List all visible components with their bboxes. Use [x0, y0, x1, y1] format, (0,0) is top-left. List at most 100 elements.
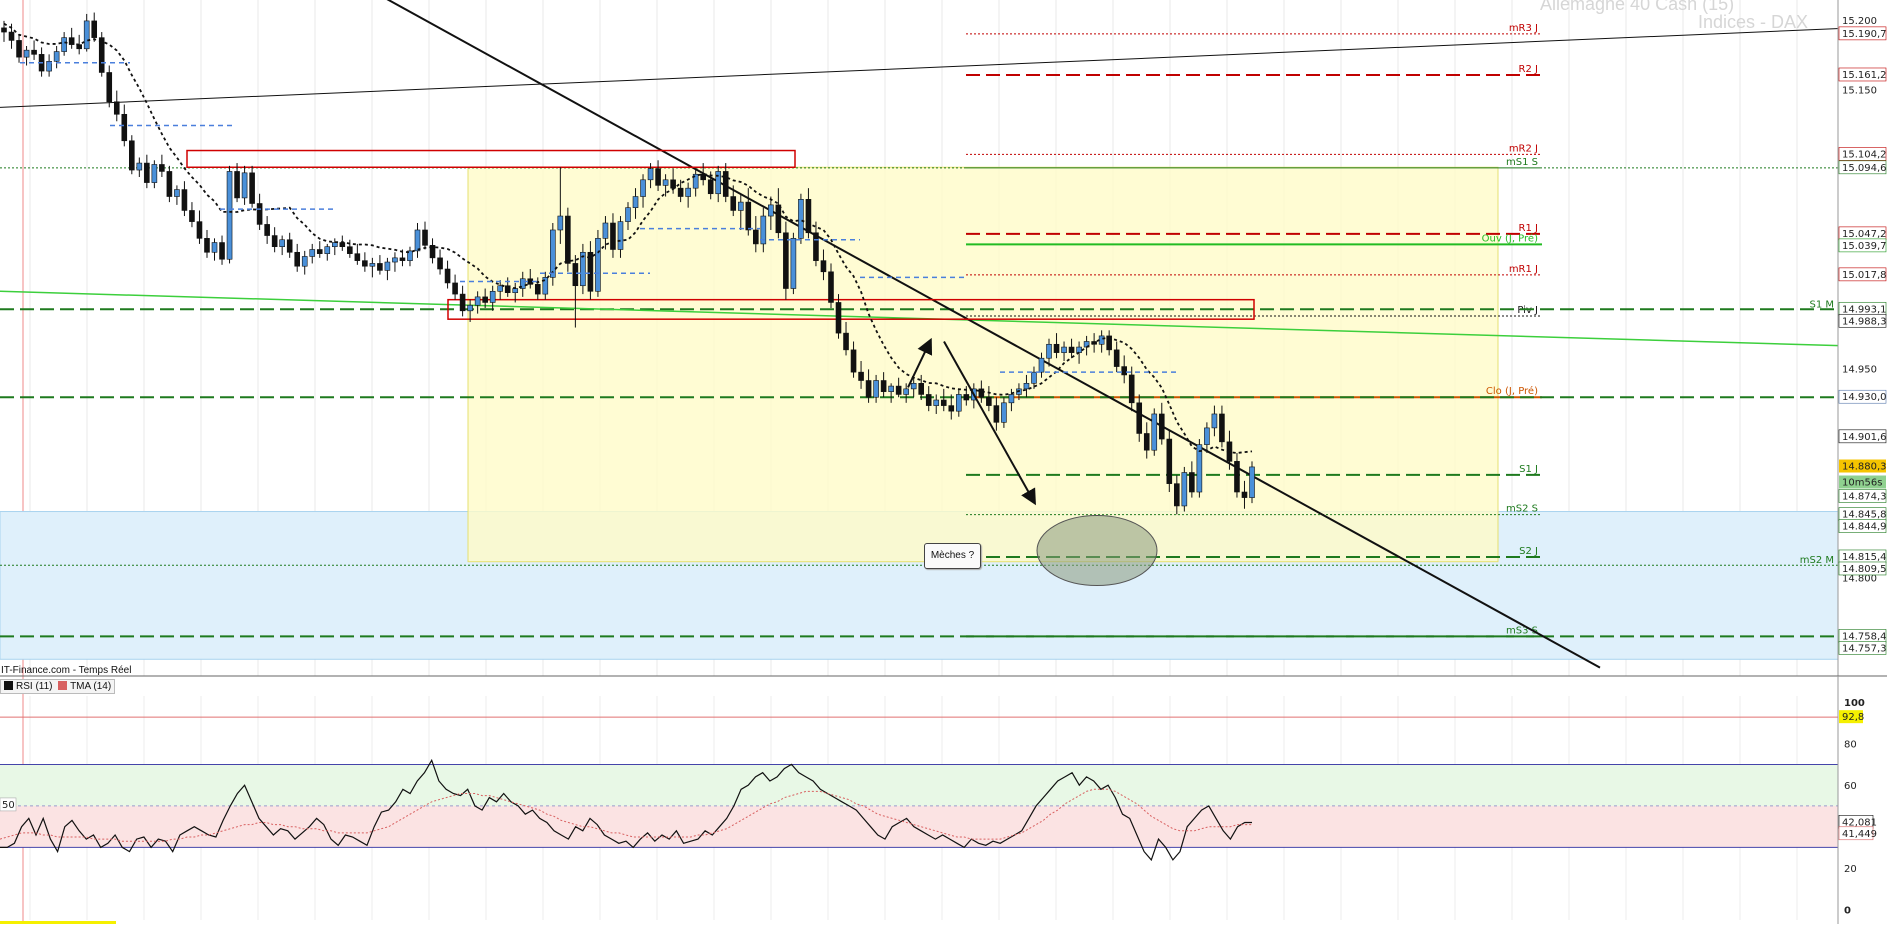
price-tag-box-8 — [1838, 313, 1887, 328]
candle-body — [1249, 466, 1255, 498]
price-tag-16: 14.815,4 — [1842, 552, 1887, 563]
candle-body — [910, 382, 917, 390]
candle-body — [271, 235, 278, 248]
legend-rsi: RSI (11) — [16, 681, 53, 692]
candle-body — [324, 246, 331, 254]
candle-body — [948, 405, 955, 412]
candle-body — [722, 171, 729, 197]
candle-body — [189, 210, 195, 222]
level-label-9: S1 J — [1519, 464, 1538, 475]
price-tag-box-10 — [1838, 429, 1887, 444]
candle-body — [790, 238, 797, 289]
rsi-line — [0, 758, 1252, 862]
price-tag-box-15 — [1838, 519, 1887, 533]
side-level-label-0: S1 M — [1809, 299, 1834, 310]
candle-body — [504, 285, 511, 294]
price-tick-label-3: 14.800 — [1842, 573, 1877, 584]
candle-body — [595, 238, 601, 292]
candle-body — [181, 189, 188, 211]
candle-body — [670, 179, 676, 189]
annotation-arrow-up — [907, 337, 933, 388]
candle-body — [204, 238, 210, 253]
level-label-4: R1 J — [1519, 223, 1538, 234]
wick-zone-ellipse — [1036, 515, 1158, 587]
candle-body — [1128, 374, 1135, 404]
price-tag-8: 14.988,3 — [1842, 316, 1887, 327]
candle-body — [647, 168, 654, 181]
candle-body — [1, 27, 7, 33]
candle-body — [482, 296, 488, 303]
candle-body — [226, 171, 233, 260]
candle-body — [83, 20, 90, 50]
candle-body — [407, 250, 413, 261]
candle-body — [31, 49, 37, 55]
candle-body — [888, 385, 894, 392]
indicator-legend[interactable]: RSI (11) TMA (14) — [0, 679, 116, 694]
price-tag-box-1 — [1838, 67, 1887, 82]
candle-body — [850, 349, 857, 373]
price-tag-18: 14.758,4 — [1842, 631, 1887, 642]
candle-body — [399, 257, 406, 261]
candle-body — [1068, 346, 1075, 353]
candle-body — [1151, 413, 1158, 451]
price-tick-label-0: 15.200 — [1842, 16, 1877, 27]
candle-body — [519, 278, 526, 289]
price-tag-box-9 — [1838, 389, 1887, 404]
candle-body — [895, 385, 902, 395]
candle-body — [61, 37, 67, 52]
rsi-value-tag-1: 42,081 — [1842, 817, 1877, 828]
wick-annotation[interactable]: Mèches ? — [924, 543, 981, 569]
candle-body — [640, 179, 646, 197]
candle-body — [986, 396, 992, 406]
candle-body — [550, 229, 556, 278]
candle-body — [1031, 371, 1037, 384]
candle-body — [707, 179, 714, 195]
candle-body — [813, 232, 819, 261]
candle-body — [1219, 413, 1225, 443]
candle-body — [557, 215, 564, 231]
annotation-arrow-down — [943, 340, 1036, 506]
price-tag-5: 15.039,7 — [1842, 241, 1887, 252]
candle-body — [1196, 444, 1203, 493]
candle-body — [1076, 346, 1082, 353]
candle-body — [602, 222, 609, 239]
candle-body — [625, 207, 631, 222]
level-label-5: Ouv (J, Pré) — [1482, 232, 1538, 244]
candle-body — [685, 187, 691, 197]
candle-body — [264, 224, 270, 236]
candle-body — [53, 51, 60, 62]
candle-body — [113, 101, 120, 115]
candle-body — [925, 394, 932, 406]
price-tick-label-1: 15.150 — [1842, 86, 1877, 97]
candle-body — [286, 239, 293, 253]
rsi-tick-label-2: 60 — [1844, 781, 1857, 792]
price-tick-label-2: 14.950 — [1842, 364, 1877, 375]
price-tag-6: 15.017,8 — [1842, 270, 1887, 281]
moving-average-line — [3, 22, 1253, 454]
candle-body — [211, 242, 218, 253]
candle-body — [737, 201, 744, 211]
price-tag-1: 15.161,2 — [1842, 70, 1887, 81]
candle-body — [23, 49, 30, 58]
candle-body — [955, 394, 962, 412]
candle-body — [587, 251, 594, 292]
candle-body — [1166, 438, 1173, 484]
candle-body — [798, 199, 804, 239]
candle-body — [384, 261, 391, 271]
price-tag-9: 14.930,0 — [1842, 392, 1887, 403]
candle-body — [159, 164, 165, 172]
candle-body — [452, 282, 458, 295]
candle-body — [963, 394, 970, 401]
candle-body — [677, 187, 684, 197]
candle-body — [1008, 394, 1015, 404]
rsi-oversold-band — [0, 805, 1838, 848]
candle-body — [354, 253, 361, 261]
candle-body — [542, 277, 549, 295]
level-label-11: S2 J — [1519, 546, 1538, 557]
price-tag-box-0 — [1838, 26, 1887, 41]
candle-body — [580, 251, 586, 287]
candle-body — [331, 242, 338, 248]
rsi-50-tag: 50 — [2, 800, 15, 811]
candle-body — [91, 20, 98, 38]
rsi-tick-label-1: 80 — [1844, 740, 1857, 751]
